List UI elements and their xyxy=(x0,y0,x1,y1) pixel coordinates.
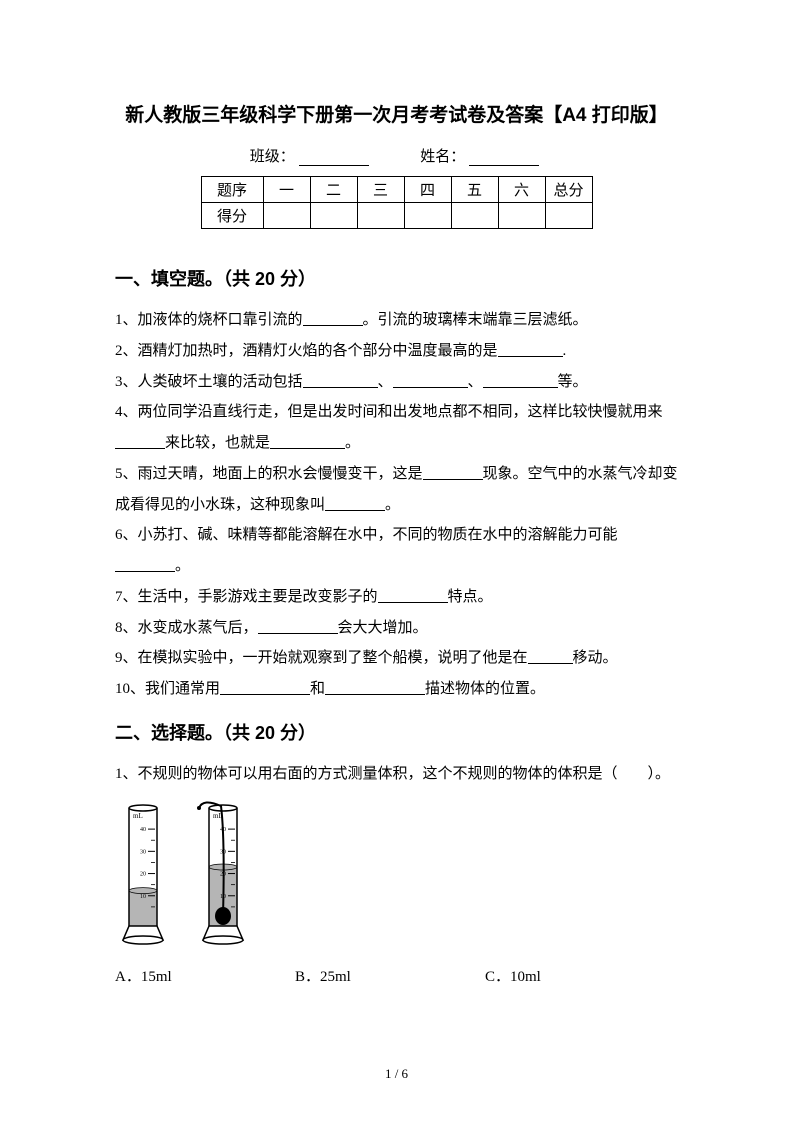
q-text: 、 xyxy=(378,374,393,390)
q10: 10、我们通常用 和 描述物体的位置。 xyxy=(115,674,678,705)
svg-text:10: 10 xyxy=(140,893,146,899)
q-text: . xyxy=(563,343,567,359)
col-header: 四 xyxy=(404,177,451,203)
q-text: 1、不规则的物体可以用右面的方式测量体积，这个不规则的物体的体积是（ ）。 xyxy=(115,766,670,782)
svg-text:30: 30 xyxy=(140,849,146,855)
col-header: 二 xyxy=(310,177,357,203)
q1: 1、加液体的烧杯口靠引流的 。引流的玻璃棒末端靠三层滤纸。 xyxy=(115,305,678,336)
q-text: 1、加液体的烧杯口靠引流的 xyxy=(115,312,303,328)
name-label: 姓名： xyxy=(420,149,465,165)
q7: 7、生活中，手影游戏主要是改变影子的 特点。 xyxy=(115,582,678,613)
score-cell[interactable] xyxy=(357,203,404,229)
q5: 5、雨过天晴，地面上的积水会慢慢变干，这是现象。空气中的水蒸气冷却变成看得见的小… xyxy=(115,459,678,521)
q-text: 描述物体的位置。 xyxy=(425,681,545,697)
class-label: 班级： xyxy=(250,149,295,165)
choice-b: B．25ml xyxy=(295,965,485,986)
col-header: 一 xyxy=(263,177,310,203)
choice-c: C．10ml xyxy=(485,965,541,986)
fill-blank[interactable] xyxy=(258,619,338,634)
svg-text:20: 20 xyxy=(140,871,146,877)
choice-a: A．15ml xyxy=(115,965,295,986)
choices-row: A．15ml B．25ml C．10ml xyxy=(115,965,678,986)
fill-blank[interactable] xyxy=(423,465,483,480)
q-text: 10、我们通常用 xyxy=(115,681,220,697)
class-blank[interactable] xyxy=(299,151,369,166)
cylinder-right: mL 40302010 xyxy=(195,800,245,953)
q-text: 8、水变成水蒸气后， xyxy=(115,620,258,636)
q-text: 。 xyxy=(345,435,360,451)
score-cell[interactable] xyxy=(545,203,592,229)
q-text: 特点。 xyxy=(448,589,493,605)
q-text: 会大大增加。 xyxy=(338,620,428,636)
student-info-row: 班级： 姓名： xyxy=(115,145,678,166)
document-title: 新人教版三年级科学下册第一次月考考试卷及答案【A4 打印版】 xyxy=(115,100,678,127)
cylinder-figure: mL 40302010 mL 40302010 xyxy=(115,800,678,953)
fill-blank[interactable] xyxy=(303,311,363,326)
q6: 6、小苏打、碱、味精等都能溶解在水中，不同的物质在水中的溶解能力可能。 xyxy=(115,520,678,582)
section1-heading: 一、填空题。（共 20 分） xyxy=(115,265,678,291)
fill-blank[interactable] xyxy=(498,342,563,357)
q-text: 6、小苏打、碱、味精等都能溶解在水中，不同的物质在水中的溶解能力可能 xyxy=(115,527,618,543)
q-text: 。 xyxy=(175,558,190,574)
fill-blank[interactable] xyxy=(483,373,558,388)
q3: 3、人类破坏土壤的活动包括 、 、 等。 xyxy=(115,367,678,398)
q4: 4、两位同学沿直线行走，但是出发时间和出发地点都不相同，这样比较快慢就用来来比较… xyxy=(115,397,678,459)
score-table: 题序 一 二 三 四 五 六 总分 得分 xyxy=(201,176,593,229)
fill-blank[interactable] xyxy=(325,680,425,695)
fill-blank[interactable] xyxy=(220,680,310,695)
q-text: 5、雨过天晴，地面上的积水会慢慢变干，这是 xyxy=(115,466,423,482)
fill-blank[interactable] xyxy=(393,373,468,388)
score-cell[interactable] xyxy=(451,203,498,229)
score-cell[interactable] xyxy=(310,203,357,229)
fill-blank[interactable] xyxy=(528,649,573,664)
fill-blank[interactable] xyxy=(115,557,175,572)
svg-text:40: 40 xyxy=(140,827,146,833)
q-text: 2、酒精灯加热时，酒精灯火焰的各个部分中温度最高的是 xyxy=(115,343,498,359)
q-text: 7、生活中，手影游戏主要是改变影子的 xyxy=(115,589,378,605)
q-text: 3、人类破坏土壤的活动包括 xyxy=(115,374,303,390)
q-text: 等。 xyxy=(558,374,588,390)
q-text: 。引流的玻璃棒末端靠三层滤纸。 xyxy=(363,312,588,328)
page-number: 1 / 6 xyxy=(0,1066,793,1082)
s2-q1: 1、不规则的物体可以用右面的方式测量体积，这个不规则的物体的体积是（ ）。 xyxy=(115,759,678,790)
table-row: 得分 xyxy=(201,203,592,229)
cylinder-left: mL 40 30 20 10 xyxy=(115,800,165,953)
row-header: 得分 xyxy=(201,203,263,229)
row-header: 题序 xyxy=(201,177,263,203)
score-cell[interactable] xyxy=(404,203,451,229)
score-cell[interactable] xyxy=(263,203,310,229)
fill-blank[interactable] xyxy=(270,434,345,449)
name-blank[interactable] xyxy=(469,151,539,166)
fill-blank[interactable] xyxy=(115,434,165,449)
q-text: 。 xyxy=(385,497,400,513)
col-header: 六 xyxy=(498,177,545,203)
fill-blank[interactable] xyxy=(378,588,448,603)
q-text: 移动。 xyxy=(573,650,618,666)
q-text: 9、在模拟实验中，一开始就观察到了整个船模，说明了他是在 xyxy=(115,650,528,666)
col-header: 三 xyxy=(357,177,404,203)
section2-heading: 二、选择题。（共 20 分） xyxy=(115,719,678,745)
q-text: 、 xyxy=(468,374,483,390)
table-row: 题序 一 二 三 四 五 六 总分 xyxy=(201,177,592,203)
fill-blank[interactable] xyxy=(325,496,385,511)
q9: 9、在模拟实验中，一开始就观察到了整个船模，说明了他是在 移动。 xyxy=(115,643,678,674)
col-header: 五 xyxy=(451,177,498,203)
fill-blank[interactable] xyxy=(303,373,378,388)
q2: 2、酒精灯加热时，酒精灯火焰的各个部分中温度最高的是. xyxy=(115,336,678,367)
score-cell[interactable] xyxy=(498,203,545,229)
q-text: 和 xyxy=(310,681,325,697)
q-text: 来比较，也就是 xyxy=(165,435,270,451)
svg-text:mL: mL xyxy=(133,812,143,820)
q8: 8、水变成水蒸气后， 会大大增加。 xyxy=(115,613,678,644)
col-header: 总分 xyxy=(545,177,592,203)
q-text: 4、两位同学沿直线行走，但是出发时间和出发地点都不相同，这样比较快慢就用来 xyxy=(115,404,663,420)
